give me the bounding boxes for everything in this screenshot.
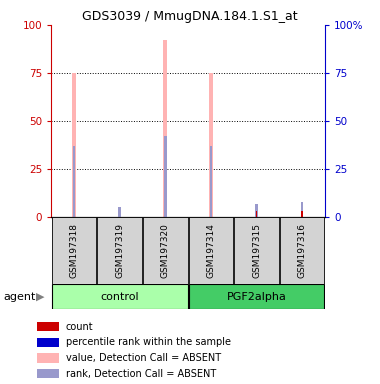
- Bar: [209, 146, 212, 217]
- Bar: [52, 284, 188, 309]
- Bar: [255, 204, 258, 217]
- Bar: [164, 136, 167, 217]
- Bar: [256, 211, 257, 217]
- Text: rank, Detection Call = ABSENT: rank, Detection Call = ABSENT: [65, 369, 216, 379]
- Bar: [37, 353, 59, 362]
- Text: GSM197319: GSM197319: [115, 223, 124, 278]
- Bar: [301, 211, 303, 217]
- Bar: [188, 217, 233, 284]
- Text: control: control: [100, 291, 139, 302]
- Bar: [52, 217, 97, 284]
- Text: PGF2alpha: PGF2alpha: [226, 291, 287, 302]
- Text: ▶: ▶: [36, 291, 44, 302]
- Text: percentile rank within the sample: percentile rank within the sample: [65, 337, 231, 347]
- Text: GSM197316: GSM197316: [298, 223, 307, 278]
- Bar: [143, 217, 188, 284]
- Bar: [118, 207, 121, 217]
- Text: agent: agent: [4, 291, 36, 302]
- Bar: [301, 202, 304, 217]
- Bar: [163, 40, 167, 217]
- Bar: [280, 217, 325, 284]
- Bar: [209, 73, 213, 217]
- Text: GSM197314: GSM197314: [206, 223, 215, 278]
- Text: GSM197318: GSM197318: [70, 223, 79, 278]
- Text: GSM197315: GSM197315: [252, 223, 261, 278]
- Text: GDS3039 / MmugDNA.184.1.S1_at: GDS3039 / MmugDNA.184.1.S1_at: [82, 10, 298, 23]
- Bar: [37, 369, 59, 378]
- Bar: [72, 73, 76, 217]
- Bar: [37, 322, 59, 331]
- Text: value, Detection Call = ABSENT: value, Detection Call = ABSENT: [65, 353, 221, 363]
- Bar: [37, 338, 59, 347]
- Text: count: count: [65, 322, 93, 332]
- Text: GSM197320: GSM197320: [161, 223, 170, 278]
- Bar: [234, 217, 279, 284]
- Bar: [97, 217, 142, 284]
- Bar: [188, 284, 325, 309]
- Bar: [73, 146, 76, 217]
